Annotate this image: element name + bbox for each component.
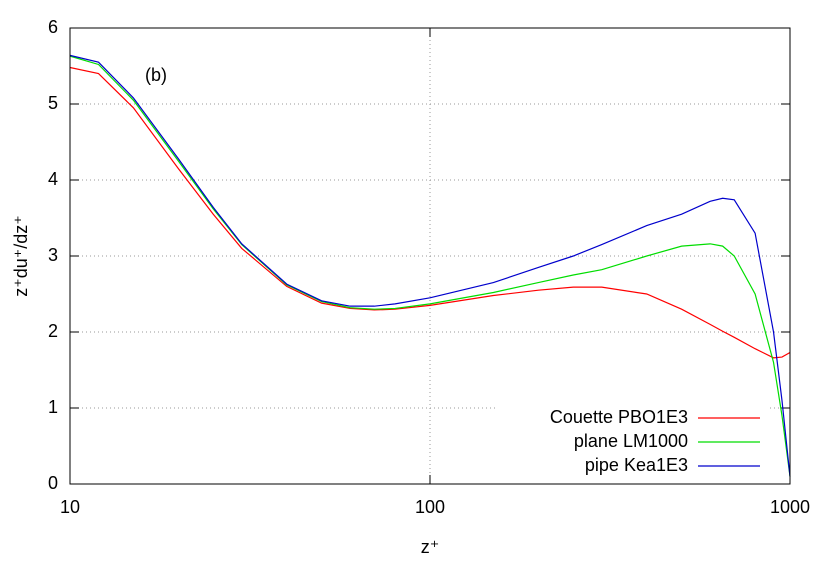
legend-label: pipe Kea1E3 — [585, 455, 688, 475]
legend-box — [495, 402, 770, 484]
x-tick-label: 10 — [60, 497, 80, 517]
y-axis-label: z⁺du⁺/dz⁺ — [11, 215, 31, 297]
x-axis-label: z⁺ — [421, 537, 440, 557]
legend-label: Couette PBO1E3 — [550, 407, 688, 427]
data-line — [69, 54, 791, 477]
legend-label: plane LM1000 — [574, 431, 688, 451]
x-tick-label: 100 — [415, 497, 445, 517]
y-tick-label: 3 — [48, 245, 58, 265]
y-tick-label: 1 — [48, 397, 58, 417]
data-line — [69, 55, 791, 477]
annotation: (b) — [145, 65, 167, 85]
y-tick-label: 5 — [48, 93, 58, 113]
y-tick-label: 2 — [48, 321, 58, 341]
y-tick-label: 0 — [48, 473, 58, 493]
plot-frame — [69, 27, 791, 485]
y-tick-label: 6 — [48, 17, 58, 37]
x-tick-label: 1000 — [770, 497, 810, 517]
data-line — [69, 66, 791, 359]
y-tick-label: 4 — [48, 169, 58, 189]
